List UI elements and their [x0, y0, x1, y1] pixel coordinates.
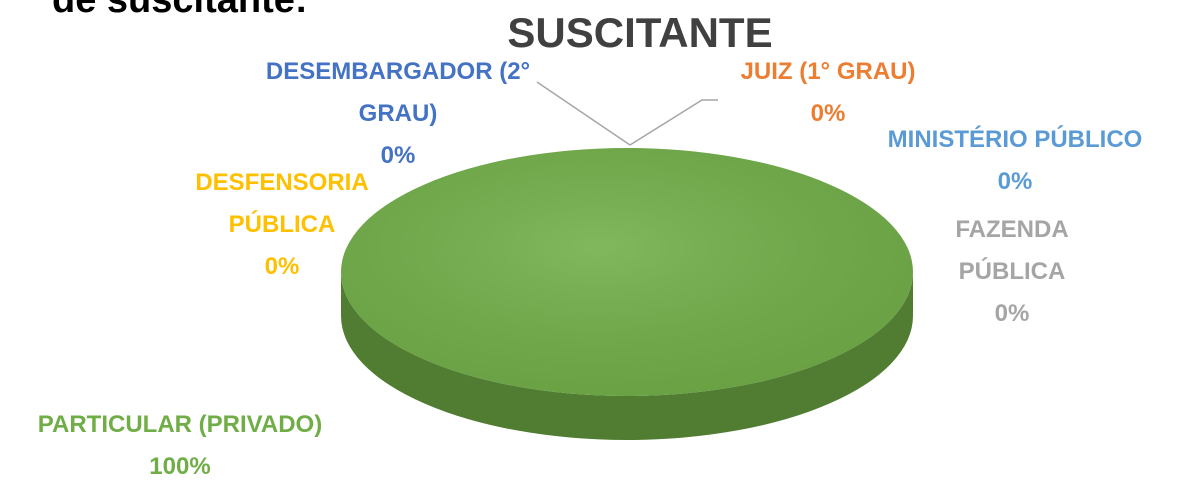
data-label-value: 0%: [810, 100, 846, 127]
chart-title: SUSCITANTE: [507, 9, 773, 56]
data-label-name: JUIZ (1° GRAU): [740, 58, 916, 85]
data-label-value: 0%: [994, 300, 1030, 327]
slice-shade: [341, 148, 913, 396]
pie: [341, 148, 913, 440]
leader-line: [629, 99, 718, 146]
data-label-name: PARTICULAR (PRIVADO): [37, 411, 323, 438]
data-label-name: DESFENSORIA PÚBLICA: [195, 169, 369, 238]
data-label-value: 0%: [997, 168, 1033, 195]
data-label-name: FAZENDA PÚBLICA: [955, 216, 1069, 285]
data-label-name: MINISTÉRIO PÚBLICO: [887, 126, 1143, 153]
heading: de suscitante:: [52, 0, 308, 21]
data-label-value: 0%: [380, 142, 416, 169]
leader-line: [536, 81, 631, 146]
data-label-value: 100%: [149, 453, 211, 480]
data-label-name: DESEMBARGADOR (2° GRAU): [265, 58, 531, 127]
slice-side: [341, 272, 913, 440]
data-label-value: 0%: [264, 253, 300, 280]
